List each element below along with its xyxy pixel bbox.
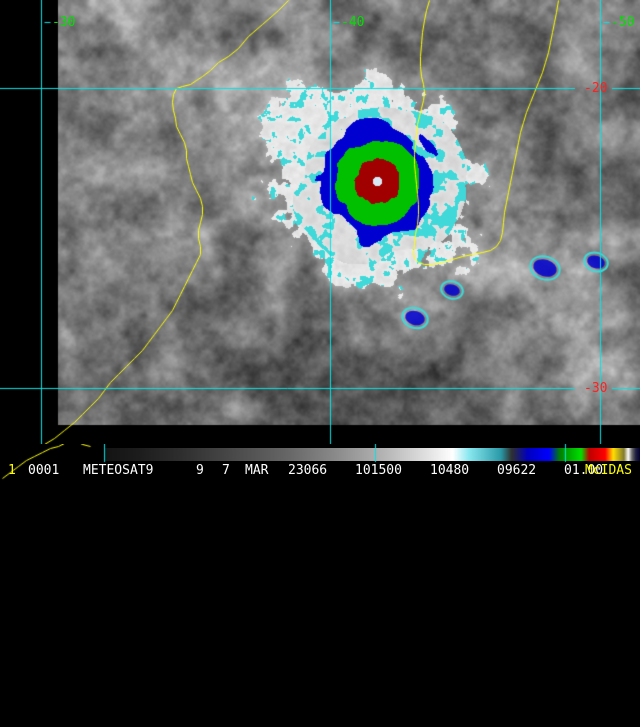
- status-band-number: 9: [196, 463, 204, 478]
- status-line-resolution: 10480: [430, 463, 470, 478]
- status-day-of-month: 7: [222, 463, 230, 478]
- status-strip: 1 0001 METEOSAT9 9 7 MAR 23066 101500 10…: [0, 444, 640, 480]
- status-time-utc: 101500: [355, 463, 402, 478]
- status-julian-date: 23066: [288, 463, 328, 478]
- status-text-line: 1 0001 METEOSAT9 9 7 MAR 23066 101500 10…: [0, 461, 640, 480]
- status-element-resolution: 09622: [497, 463, 537, 478]
- lat-label-minus20: -20: [584, 81, 608, 96]
- mcidas-satellite-window: -30 -40 -50 -20 -30 1 0001 METEOSAT9 9 7…: [0, 0, 640, 480]
- brand-label: McIDAS: [585, 463, 632, 478]
- status-month: MAR: [245, 463, 269, 478]
- status-satellite-name: METEOSAT9: [83, 463, 154, 478]
- lon-label-minus30: -30: [52, 15, 76, 30]
- status-leading-digit: 1: [8, 463, 16, 478]
- lat-label-minus30: -30: [584, 381, 608, 396]
- status-frame-number: 0001: [28, 463, 60, 478]
- satellite-infrared-image[interactable]: [0, 0, 640, 444]
- lon-label-minus50: -50: [611, 15, 635, 30]
- lon-label-minus40: -40: [341, 15, 365, 30]
- color-enhancement-bar[interactable]: [105, 448, 640, 461]
